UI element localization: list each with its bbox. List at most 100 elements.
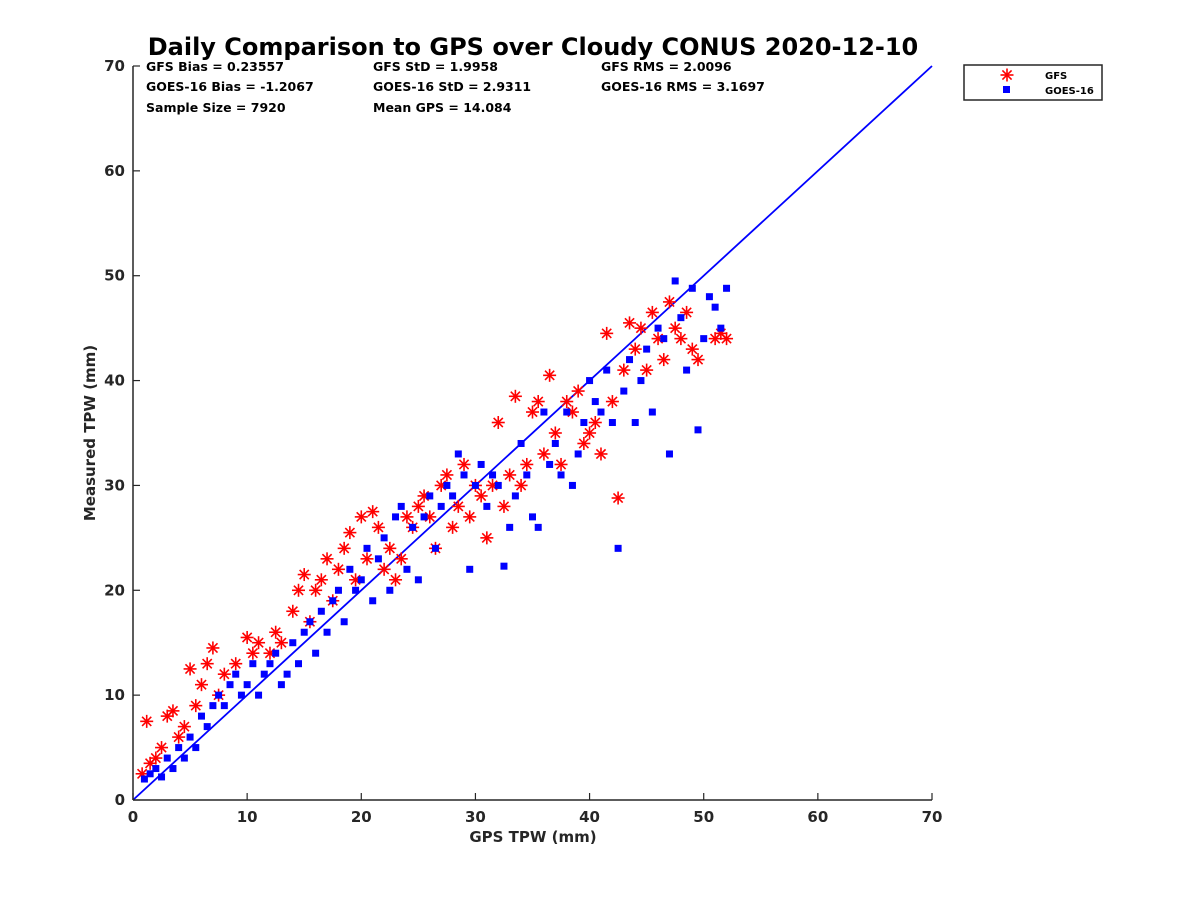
gfs-point — [560, 395, 574, 409]
gfs-point — [623, 316, 637, 330]
y-tick-label: 50 — [104, 267, 125, 285]
goes-16-point — [215, 691, 223, 699]
goes-16-point — [346, 565, 354, 573]
x-tick-label: 30 — [465, 808, 486, 826]
gfs-point — [634, 321, 648, 335]
stat-gfs-std: GFS StD = 1.9958 — [373, 59, 498, 74]
goes-16-point — [643, 345, 651, 353]
gfs-point — [571, 384, 585, 398]
gfs-point — [331, 562, 345, 576]
gfs-point — [360, 552, 374, 566]
goes-16-point — [711, 303, 719, 311]
gfs-point — [640, 363, 654, 377]
gfs-point — [383, 541, 397, 555]
goes-16-point — [266, 660, 274, 668]
gfs-point — [183, 662, 197, 676]
gfs-point — [343, 526, 357, 540]
gfs-point — [457, 457, 471, 471]
chart-title: Daily Comparison to GPS over Cloudy CONU… — [148, 33, 919, 61]
goes-16-point — [540, 408, 548, 416]
goes-16-point — [591, 398, 599, 406]
legend-gfs-asterisk — [1000, 68, 1014, 82]
goes-16-point — [283, 670, 291, 678]
goes-16-point — [620, 387, 628, 395]
stat-goes-std: GOES-16 StD = 2.9311 — [373, 79, 531, 94]
gfs-point — [309, 583, 323, 597]
goes-16-point — [363, 544, 371, 552]
legend-gfs-label: GFS — [1045, 71, 1067, 82]
gfs-point — [451, 499, 465, 513]
gfs-point — [377, 562, 391, 576]
x-tick-label: 60 — [807, 808, 828, 826]
gfs-point — [600, 326, 614, 340]
goes-16-point — [403, 565, 411, 573]
goes-16-point — [140, 775, 148, 783]
goes-16-point — [671, 277, 679, 285]
gfs-point — [229, 657, 243, 671]
goes-16-point — [551, 439, 559, 447]
statistics-block: GFS Bias = 0.23557 GFS StD = 1.9958 GFS … — [146, 59, 765, 115]
y-tick-label: 20 — [104, 581, 125, 599]
goes-16-point — [477, 460, 485, 468]
gfs-point — [474, 489, 488, 503]
goes-16-point — [694, 426, 702, 434]
goes-16-point — [420, 513, 428, 521]
gfs-point — [577, 436, 591, 450]
stat-sample-size: Sample Size = 7920 — [146, 100, 286, 115]
goes-16-point — [529, 513, 536, 521]
gfs-point — [194, 678, 208, 692]
gfs-point — [320, 552, 334, 566]
y-tick-label: 40 — [104, 372, 125, 390]
goes-16-point — [146, 770, 154, 778]
legend-gfs-marker — [1000, 68, 1014, 82]
gfs-point — [177, 720, 191, 734]
gfs-point — [548, 426, 562, 440]
goes-16-point — [163, 754, 171, 762]
gfs-point — [491, 416, 505, 430]
goes-16-point — [220, 702, 228, 710]
gfs-point — [543, 368, 557, 382]
goes-16-point — [306, 618, 314, 626]
x-tick-label: 40 — [579, 808, 600, 826]
goes-16-point — [180, 754, 188, 762]
goes-16-point — [563, 408, 571, 416]
goes-16-point — [471, 481, 479, 489]
gfs-point — [588, 416, 602, 430]
stat-goes-bias: GOES-16 Bias = -1.2067 — [146, 79, 314, 94]
gfs-point — [172, 730, 186, 744]
goes-16-point — [688, 284, 696, 292]
gfs-point — [662, 295, 676, 309]
x-ticks: 0 10 20 30 40 50 60 70 — [128, 793, 942, 826]
goes-16-point — [272, 649, 280, 657]
gfs-point — [400, 510, 414, 524]
gfs-point — [189, 699, 203, 713]
gfs-point — [217, 667, 231, 681]
gfs-point — [140, 714, 154, 728]
gfs-point — [674, 332, 688, 346]
gfs-point — [480, 531, 494, 545]
gfs-point — [503, 468, 517, 482]
goes-16-point — [489, 471, 497, 479]
goes-16-point — [568, 481, 576, 489]
goes-16-point — [209, 702, 217, 710]
gfs-point — [206, 641, 220, 655]
goes-16-point — [426, 492, 434, 500]
goes-16-point — [295, 660, 303, 668]
goes-16-point — [631, 419, 639, 427]
goes-16-point — [386, 586, 394, 594]
goes-16-point — [523, 471, 531, 479]
gfs-point — [628, 342, 642, 356]
goes-16-point — [317, 607, 325, 615]
gfs-point — [691, 353, 705, 367]
legend-goes-16-marker — [1003, 86, 1010, 93]
goes-16-point — [443, 481, 451, 489]
goes-16-point — [380, 534, 388, 542]
goes-16-point — [648, 408, 656, 416]
goes-16-point — [357, 576, 365, 584]
stat-goes-rms: GOES-16 RMS = 3.1697 — [601, 79, 765, 94]
gfs-point — [497, 499, 511, 513]
goes-16-point — [683, 366, 691, 374]
gfs-point — [274, 636, 288, 650]
goes-16-point — [334, 586, 342, 594]
